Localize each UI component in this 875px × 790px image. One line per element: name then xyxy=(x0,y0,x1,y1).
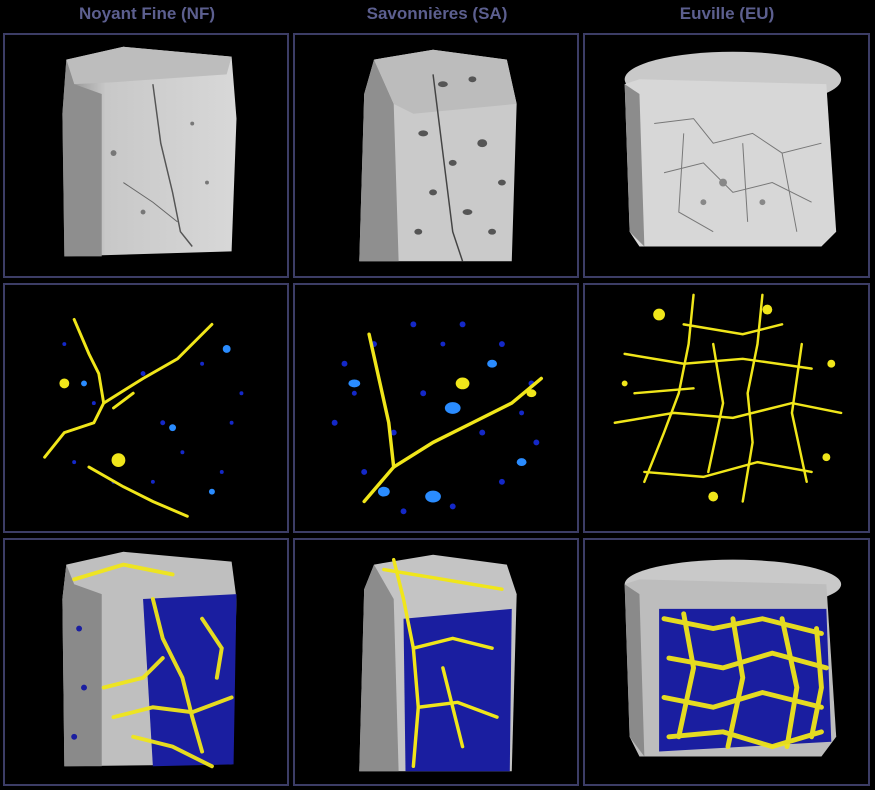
sa-3d-volume-image xyxy=(295,35,577,276)
nf-3d-volume-image xyxy=(5,35,287,276)
sa-3d-overlay-image xyxy=(295,540,577,784)
eu-3d-volume-panel xyxy=(583,33,870,278)
sa-3d-volume-panel xyxy=(293,33,579,278)
title-noyant-fine: Noyant Fine (NF) xyxy=(2,4,292,24)
eu-3d-volume-image xyxy=(585,35,868,276)
title-euville: Euville (EU) xyxy=(582,4,872,24)
nf-3d-overlay-image xyxy=(5,540,287,784)
nf-pore-slice-panel xyxy=(3,283,289,533)
nf-3d-volume-panel xyxy=(3,33,289,278)
nf-3d-overlay-panel xyxy=(3,538,289,786)
eu-3d-overlay-image xyxy=(585,540,868,784)
sa-3d-overlay-panel xyxy=(293,538,579,786)
title-savonnieres: Savonnières (SA) xyxy=(292,4,582,24)
sa-pore-slice-image xyxy=(295,285,577,531)
sa-pore-slice-panel xyxy=(293,283,579,533)
eu-pore-slice-image xyxy=(585,285,868,531)
eu-3d-overlay-panel xyxy=(583,538,870,786)
nf-pore-slice-image xyxy=(5,285,287,531)
eu-pore-slice-panel xyxy=(583,283,870,533)
